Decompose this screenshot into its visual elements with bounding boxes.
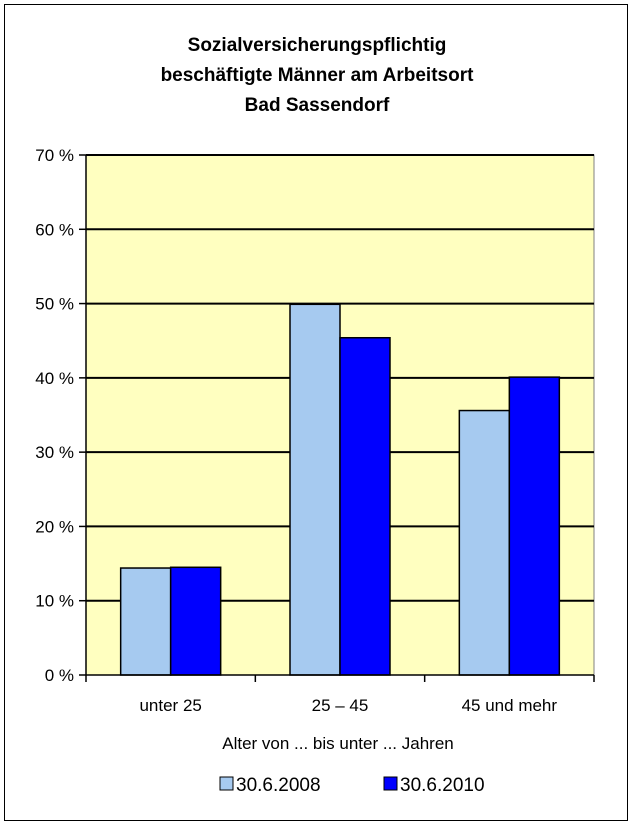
axes xyxy=(79,154,595,682)
x-axis-label: Alter von ... bis unter ... Jahren xyxy=(222,734,454,753)
legend-label: 30.6.2008 xyxy=(236,775,321,796)
y-tick-labels: 0 % 10 % 20 % 30 % 40 % 50 % 60 % 70 % xyxy=(35,146,74,685)
bar xyxy=(289,303,341,676)
chart-frame xyxy=(4,4,628,821)
chart-title-line-3: Bad Sassendorf xyxy=(245,95,390,116)
y-tick-label: 60 % xyxy=(35,220,74,239)
y-tick-label: 30 % xyxy=(35,443,74,462)
legend-swatch xyxy=(219,776,234,791)
category-labels: unter 25 25 – 45 45 und mehr xyxy=(139,696,557,715)
bars xyxy=(119,303,561,676)
legend-swatch xyxy=(383,776,398,791)
y-tick-label: 40 % xyxy=(35,369,74,388)
category-label: 45 und mehr xyxy=(462,696,558,715)
bar xyxy=(119,567,172,676)
bar xyxy=(169,566,222,676)
category-label: unter 25 xyxy=(139,696,201,715)
chart-title-line-2: beschäftigte Männer am Arbeitsort xyxy=(161,65,475,86)
chart-title: Sozialversicherungspflichtig beschäftigt… xyxy=(161,35,475,116)
bar xyxy=(458,409,511,676)
legend-label: 30.6.2010 xyxy=(400,775,485,796)
legend: 30.6.2008 30.6.2010 xyxy=(219,775,485,796)
y-tick-label: 10 % xyxy=(35,592,74,611)
y-tick-label: 0 % xyxy=(45,666,74,685)
category-label: 25 – 45 xyxy=(312,696,369,715)
y-tick-label: 20 % xyxy=(35,517,74,536)
chart-title-line-1: Sozialversicherungspflichtig xyxy=(188,35,447,56)
bar xyxy=(339,336,391,676)
bar xyxy=(508,376,561,676)
y-tick-label: 50 % xyxy=(35,295,74,314)
y-tick-label: 70 % xyxy=(35,146,74,165)
